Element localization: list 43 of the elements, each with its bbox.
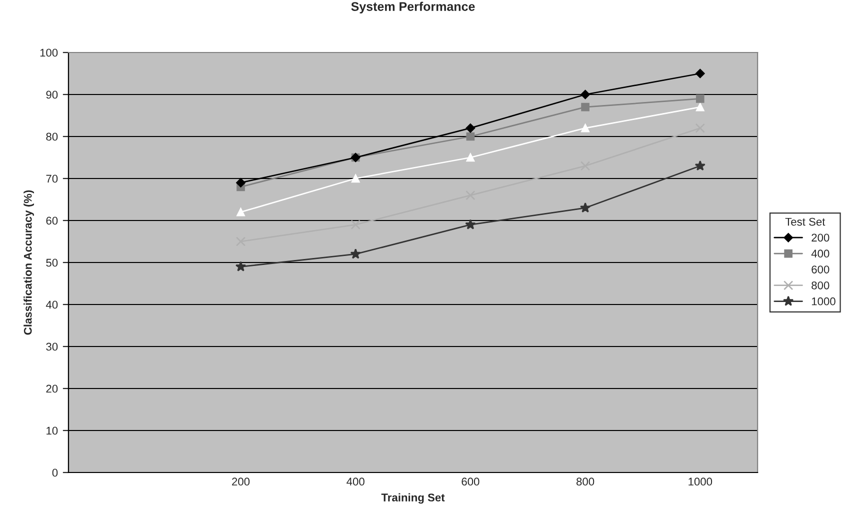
point (236, 208, 245, 216)
point (236, 178, 246, 188)
point (466, 132, 475, 141)
y-tick-label: 40 (46, 300, 58, 309)
x-tick-label: 600 (462, 478, 480, 486)
point (696, 94, 704, 103)
x-tick-label: 200 (232, 478, 250, 486)
y-tick-label: 70 (46, 174, 58, 183)
y-tick-label: 50 (46, 258, 58, 267)
y-tick-label: 80 (46, 132, 58, 141)
point (235, 261, 246, 272)
point (696, 102, 704, 112)
legend-title: Test Set (785, 218, 826, 226)
y-tick-label: 30 (46, 342, 58, 351)
legend-label: 200 (812, 234, 830, 242)
point (580, 202, 591, 213)
y-tick-label: 90 (46, 90, 58, 99)
point (581, 102, 590, 112)
point (351, 174, 360, 183)
x-tick-label: 1000 (688, 478, 712, 486)
x-axis-title: Training Set (381, 493, 445, 504)
y-tick-label: 60 (46, 216, 58, 225)
point (350, 248, 361, 259)
point (696, 68, 705, 78)
point (580, 90, 590, 100)
y-tick-label: 10 (46, 426, 58, 435)
x-tick-label: 400 (346, 478, 364, 486)
y-tick-label: 20 (46, 384, 58, 393)
y-axis-title: Classification Accuracy (%) (24, 190, 34, 335)
point (466, 123, 476, 133)
point (466, 153, 475, 162)
legend-label: 400 (811, 250, 830, 258)
y-tick-label: 0 (52, 468, 58, 477)
point (694, 160, 706, 171)
legend-label: 1000 (812, 297, 836, 306)
point (581, 124, 590, 132)
point (465, 219, 476, 230)
x-tick-label: 800 (576, 478, 594, 486)
text: 600 (812, 266, 830, 274)
point (350, 220, 360, 230)
legend-label: 800 (812, 281, 830, 290)
chart-title: System Performance (351, 2, 475, 14)
y-tick-label: 100 (40, 48, 58, 57)
